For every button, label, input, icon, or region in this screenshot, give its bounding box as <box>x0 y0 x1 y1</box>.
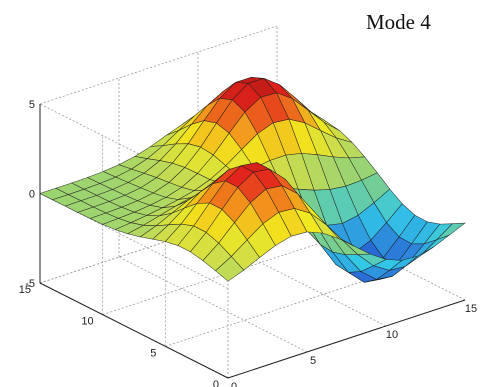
figure-title: Mode 4 <box>366 10 431 34</box>
y-axis-line <box>39 282 229 379</box>
x-tick-label: 5 <box>310 355 316 367</box>
surface-patch <box>215 256 245 282</box>
y-tick-label: 10 <box>81 316 93 328</box>
floor-grid-line <box>165 267 403 347</box>
x-tick-label: 10 <box>386 329 398 341</box>
z-tick-label: -5 <box>25 278 35 290</box>
floor-grid-line <box>197 230 387 327</box>
surface-layer <box>39 76 466 283</box>
back-wall-grid-line <box>39 25 278 105</box>
z-tick-label: 5 <box>29 99 35 111</box>
x-tick-label: 0 <box>231 381 237 387</box>
x-axis-line <box>227 299 466 379</box>
y-tick-label: 5 <box>150 347 156 359</box>
side-wall-grid-line <box>39 193 229 289</box>
floor-grid-line <box>118 256 308 353</box>
y-tick-label: 15 <box>19 284 31 296</box>
side-wall-grid-line <box>39 103 229 200</box>
x-tick-label: 15 <box>465 303 477 315</box>
back-wall-grid-line <box>39 204 278 284</box>
y-tick-label: 0 <box>213 379 219 387</box>
z-tick-label: 0 <box>29 189 35 201</box>
